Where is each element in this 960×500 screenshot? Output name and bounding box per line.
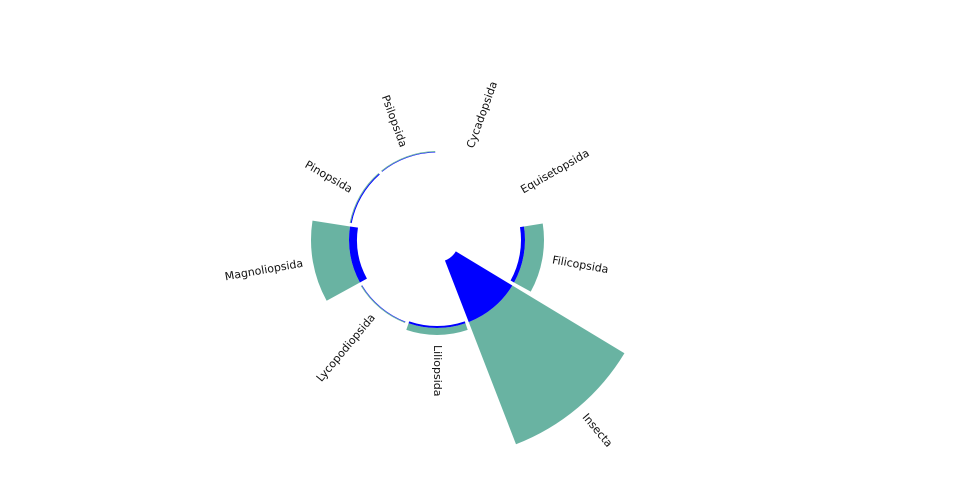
- inner-bar: [444, 251, 513, 323]
- category-label: Filicopsida: [551, 253, 609, 276]
- category-label: Magnoliopsida: [224, 257, 304, 284]
- inner-bar: [349, 226, 367, 283]
- category-label: Lycopodiopsida: [314, 311, 378, 384]
- inner-bar: [438, 152, 493, 172]
- outer-bar: [406, 323, 468, 335]
- category-label: Liliopsida: [431, 345, 444, 397]
- category-label: Insecta: [580, 411, 616, 450]
- inner-bar: [381, 152, 436, 172]
- outer-bar: [310, 220, 360, 301]
- category-label: Psilopsida: [379, 93, 410, 149]
- inner-bar: [350, 173, 380, 224]
- outer-bar: [468, 285, 625, 445]
- category-label: Pinopsida: [303, 158, 355, 196]
- outer-bar: [514, 223, 544, 292]
- outer-bar: [438, 152, 493, 172]
- category-label: Equisetopsida: [518, 146, 591, 196]
- inner-bar: [408, 321, 466, 328]
- outer-bar: [494, 173, 524, 223]
- outer-bar: [349, 172, 380, 223]
- inner-bar: [510, 226, 525, 283]
- inner-bar: [494, 173, 524, 223]
- category-label: Cycadopsida: [464, 80, 500, 150]
- outer-bar: [381, 151, 436, 172]
